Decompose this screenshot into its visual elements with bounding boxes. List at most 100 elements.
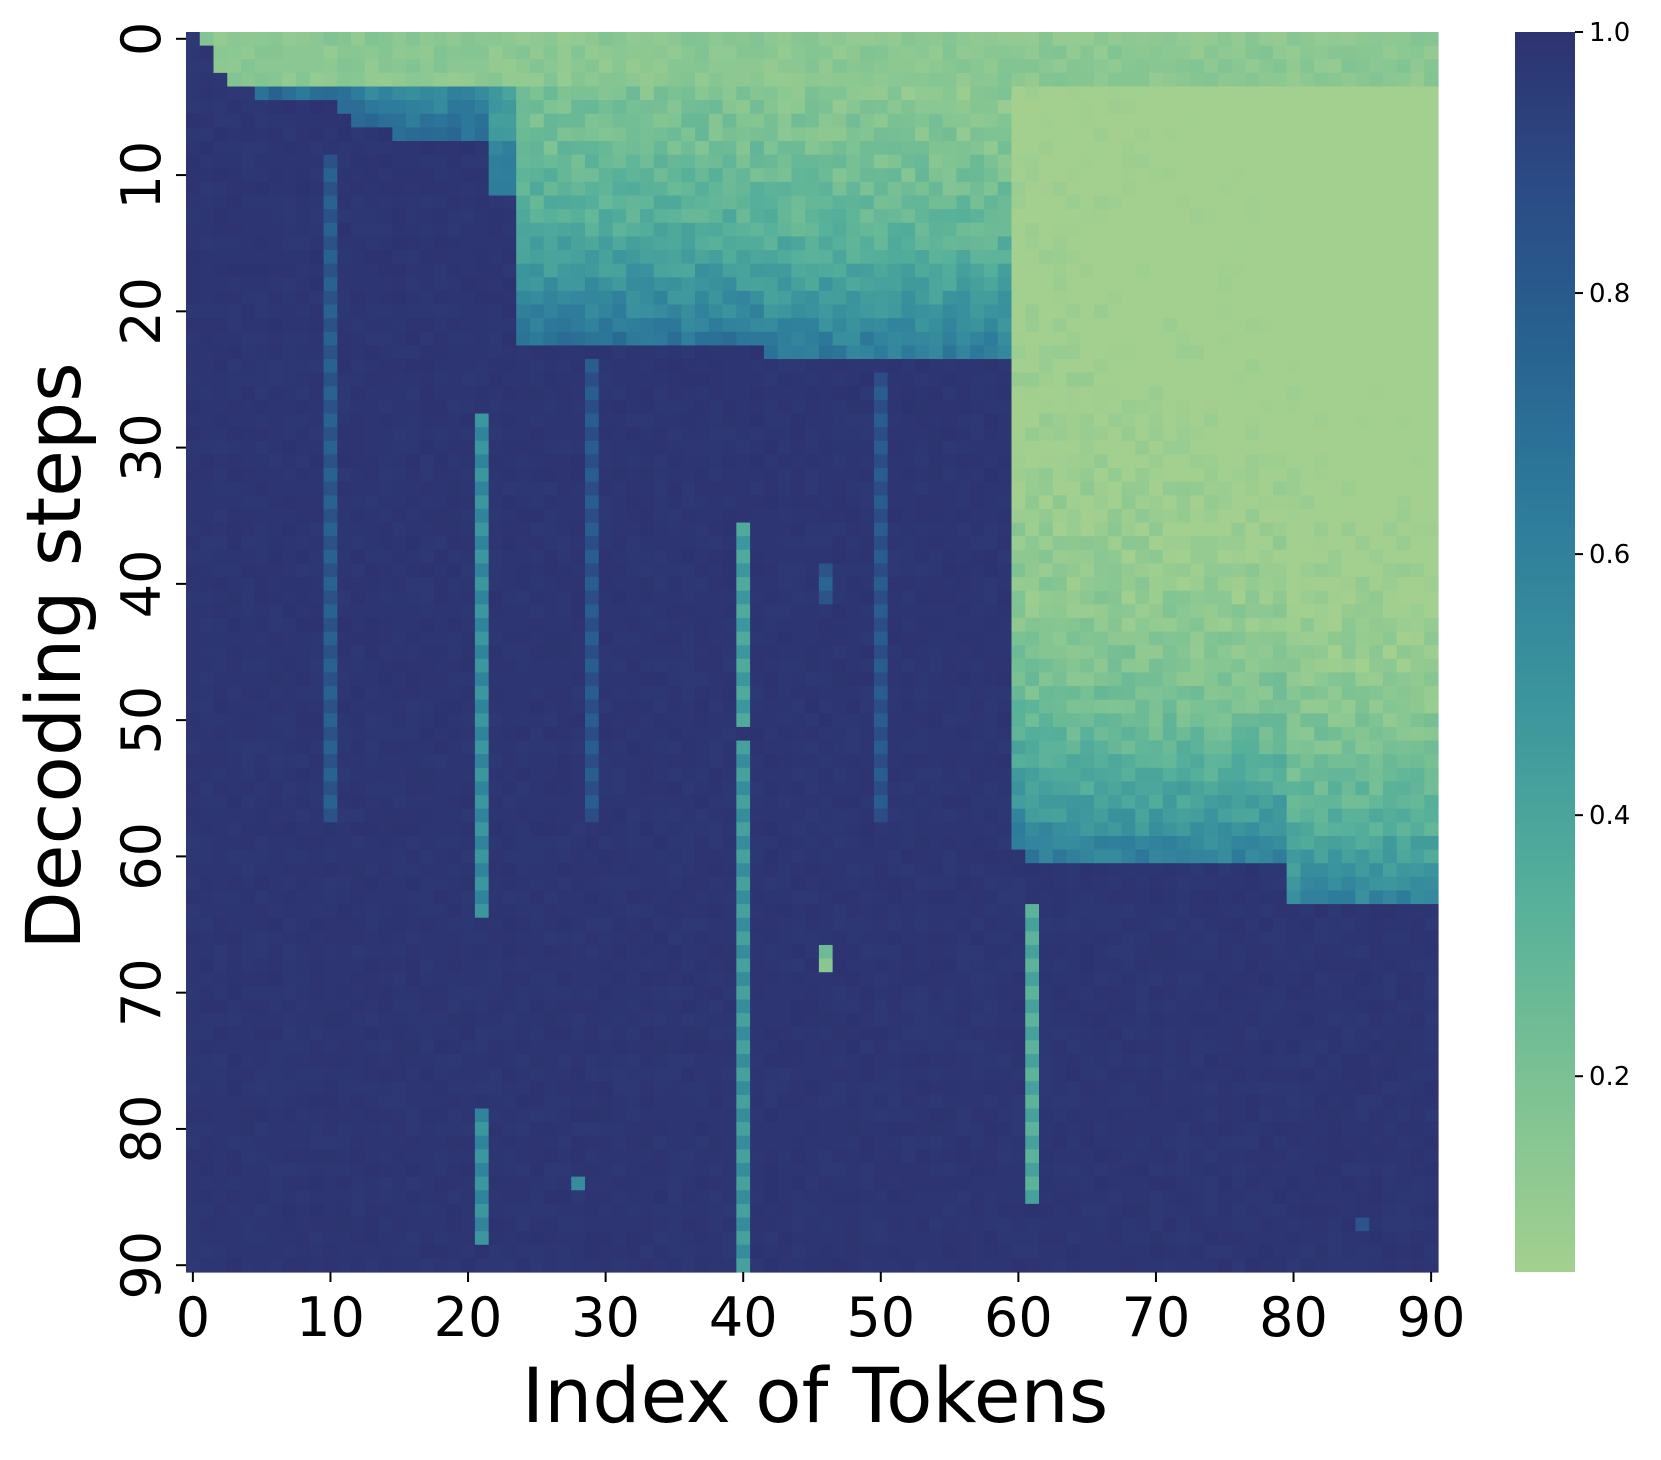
heatmap-cell (695, 1203, 710, 1219)
heatmap-cell (186, 45, 201, 60)
heatmap-cell (282, 1176, 297, 1191)
heatmap-cell (392, 222, 407, 237)
heatmap-cell (337, 413, 352, 428)
heatmap-cell (488, 699, 504, 714)
heatmap-cell (708, 876, 724, 892)
heatmap-cell (571, 181, 586, 197)
heatmap-cell (227, 1135, 242, 1150)
heatmap-cell (708, 522, 724, 537)
heatmap-cell (241, 985, 256, 1001)
heatmap-cell (213, 454, 228, 469)
heatmap-cell (736, 1176, 751, 1191)
heatmap-cell (351, 590, 366, 605)
heatmap-cell (296, 481, 311, 496)
heatmap-cell (296, 222, 311, 237)
heatmap-cell (516, 386, 531, 401)
heatmap-cell (282, 168, 297, 183)
heatmap-cell (557, 713, 572, 728)
heatmap-cell (406, 1244, 421, 1259)
heatmap-cell (695, 318, 710, 333)
heatmap-cell (887, 1162, 903, 1178)
heatmap-cell (571, 32, 586, 47)
heatmap-cell (571, 1067, 586, 1082)
heatmap-cell (474, 699, 490, 714)
heatmap-cell (461, 767, 476, 783)
heatmap-cell (557, 726, 572, 742)
heatmap-cell (392, 1258, 407, 1273)
heatmap-cell (722, 318, 737, 333)
heatmap-cell (474, 195, 490, 210)
heatmap-cell (860, 1258, 875, 1273)
heatmap-cell (392, 1244, 407, 1259)
heatmap-cell (364, 195, 380, 210)
heatmap-cell (777, 113, 792, 128)
heatmap-cell (653, 1067, 669, 1082)
heatmap-cell (571, 890, 586, 905)
heatmap-cell (598, 549, 614, 565)
heatmap-cell (584, 1067, 600, 1082)
heatmap-cell (901, 999, 916, 1014)
heatmap-cell (406, 345, 421, 360)
heatmap-cell (598, 32, 614, 47)
heatmap-cell (392, 876, 407, 892)
heatmap-cell (516, 795, 531, 810)
heatmap-cell (653, 1040, 669, 1055)
heatmap-cell (241, 1026, 256, 1041)
heatmap-cell (584, 808, 600, 823)
heatmap-cell (447, 1026, 462, 1041)
heatmap-cell (571, 1258, 586, 1273)
heatmap-cell (818, 168, 834, 183)
heatmap-cell (268, 100, 283, 115)
heatmap-cell (488, 590, 504, 605)
heatmap-cell (832, 1094, 847, 1110)
heatmap-cell (928, 999, 944, 1014)
heatmap-cell (461, 781, 476, 796)
heatmap-cell (516, 468, 531, 483)
heatmap-cell (667, 209, 682, 224)
heatmap-cell (584, 1190, 600, 1205)
heatmap-cell (254, 931, 270, 946)
heatmap-cell (488, 263, 504, 278)
heatmap-cell (254, 1190, 270, 1205)
heatmap-cell (241, 372, 256, 387)
heatmap-cell (791, 658, 806, 674)
heatmap-cell (598, 1149, 614, 1164)
heatmap-cell (461, 713, 476, 728)
heatmap-cell (282, 1081, 297, 1096)
heatmap-cell (791, 917, 806, 932)
heatmap-cell (516, 399, 531, 415)
heatmap-cell (186, 86, 201, 101)
heatmap-cell (832, 985, 847, 1001)
heatmap-cell (461, 917, 476, 932)
heatmap-cell (667, 1176, 682, 1191)
heatmap-cell (681, 1244, 696, 1259)
heatmap-cell (351, 495, 366, 510)
heatmap-cell (419, 1203, 435, 1219)
heatmap-cell (887, 808, 903, 823)
heatmap-cell (736, 32, 751, 47)
heatmap-cell (640, 1108, 655, 1123)
heatmap-cell (488, 250, 504, 265)
heatmap-cell (309, 522, 325, 537)
heatmap-cell (571, 141, 586, 156)
heatmap-cell (529, 686, 545, 701)
heatmap-cell (406, 808, 421, 823)
heatmap-cell (199, 645, 215, 660)
heatmap-cell (296, 672, 311, 687)
heatmap-cell (227, 181, 242, 197)
heatmap-cell (612, 1135, 627, 1150)
heatmap-cell (832, 263, 847, 278)
heatmap-cell (337, 454, 352, 469)
heatmap-cell (612, 45, 627, 60)
heatmap-cell (557, 686, 572, 701)
heatmap-cell (584, 699, 600, 714)
heatmap-cell (474, 726, 490, 742)
heatmap-cell (612, 726, 627, 742)
heatmap-cell (282, 795, 297, 810)
heatmap-cell (474, 32, 490, 47)
heatmap-cell (351, 72, 366, 88)
heatmap-cell (667, 1203, 682, 1219)
heatmap-cell (928, 468, 944, 483)
heatmap-cell (282, 195, 297, 210)
heatmap-cell (419, 631, 435, 646)
